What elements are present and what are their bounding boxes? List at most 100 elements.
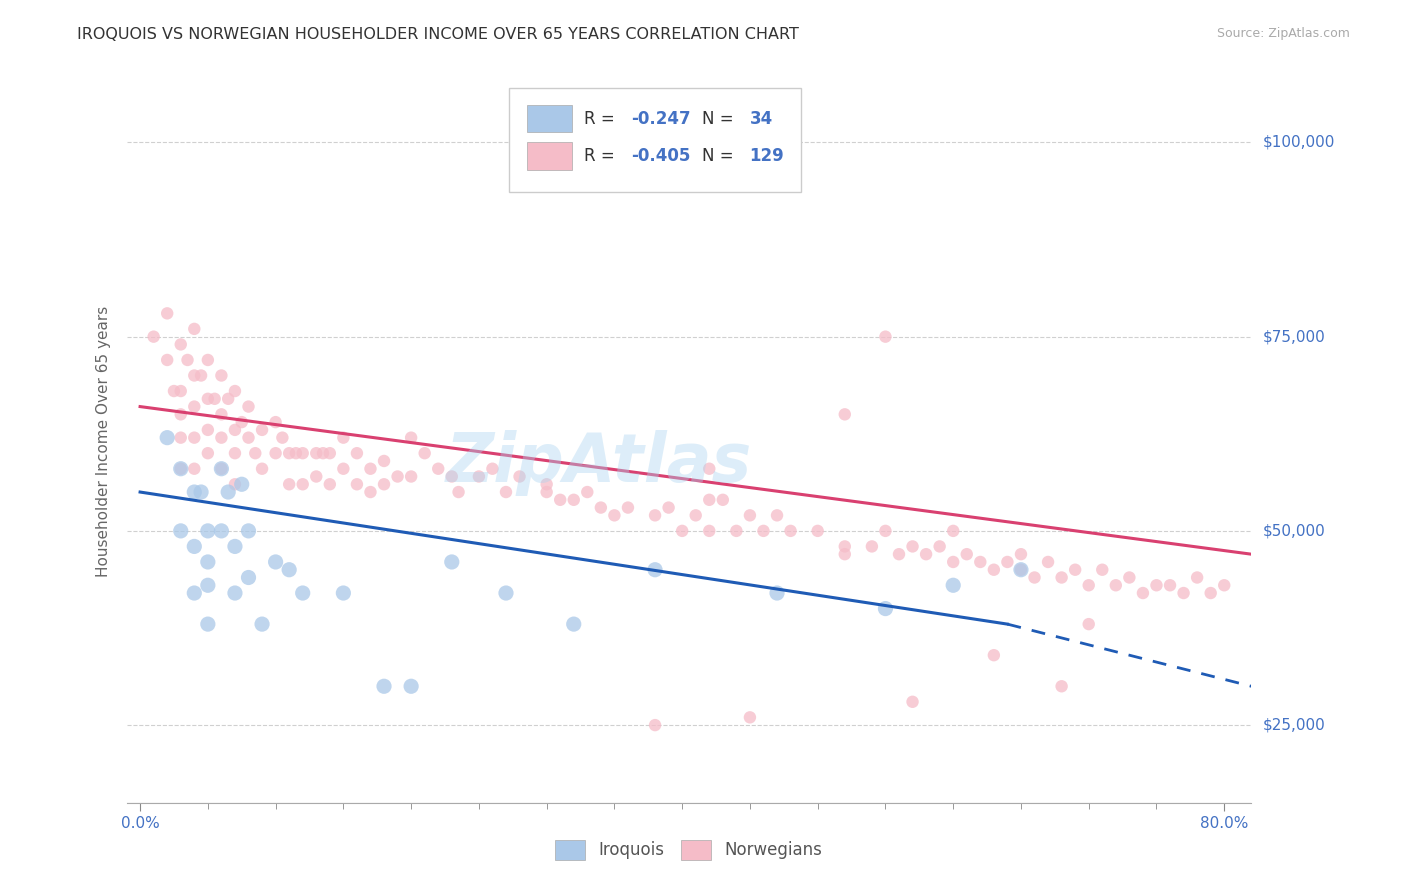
- Point: [271, 431, 294, 445]
- Point: [224, 384, 246, 398]
- Point: [197, 446, 219, 460]
- Point: [901, 540, 924, 554]
- Text: IROQUOIS VS NORWEGIAN HOUSEHOLDER INCOME OVER 65 YEARS CORRELATION CHART: IROQUOIS VS NORWEGIAN HOUSEHOLDER INCOME…: [77, 27, 799, 42]
- Point: [170, 524, 193, 538]
- Point: [373, 454, 395, 468]
- Point: [217, 485, 239, 500]
- Point: [250, 617, 273, 632]
- Point: [264, 415, 287, 429]
- Point: [156, 431, 179, 445]
- Point: [1199, 586, 1222, 600]
- Point: [183, 485, 205, 500]
- Point: [969, 555, 991, 569]
- Text: R =: R =: [585, 147, 620, 165]
- Point: [224, 423, 246, 437]
- Point: [197, 617, 219, 632]
- Point: [183, 461, 205, 475]
- Text: 129: 129: [749, 147, 785, 165]
- Point: [562, 617, 585, 632]
- Legend: Iroquois, Norwegians: Iroquois, Norwegians: [548, 833, 830, 867]
- Point: [197, 353, 219, 368]
- Point: [997, 555, 1019, 569]
- Point: [312, 446, 335, 460]
- Point: [1173, 586, 1195, 600]
- Point: [495, 586, 517, 600]
- Point: [209, 408, 232, 422]
- Point: [942, 578, 965, 592]
- Point: [644, 563, 666, 577]
- Point: [291, 586, 314, 600]
- Point: [238, 400, 260, 414]
- Point: [197, 555, 219, 569]
- Point: [1050, 570, 1073, 584]
- Point: [697, 461, 720, 475]
- Point: [209, 461, 232, 475]
- Point: [617, 500, 640, 515]
- Point: [197, 423, 219, 437]
- Text: N =: N =: [703, 110, 740, 128]
- Point: [834, 408, 856, 422]
- Point: [399, 469, 422, 483]
- Point: [209, 368, 232, 383]
- Point: [278, 446, 301, 460]
- Point: [440, 555, 463, 569]
- Point: [562, 492, 585, 507]
- Point: [887, 547, 910, 561]
- Point: [197, 578, 219, 592]
- Point: [142, 329, 165, 343]
- Point: [440, 469, 463, 483]
- Point: [413, 446, 436, 460]
- Point: [901, 695, 924, 709]
- Point: [264, 555, 287, 569]
- Point: [738, 710, 761, 724]
- Point: [387, 469, 409, 483]
- Point: [332, 586, 354, 600]
- Text: $75,000: $75,000: [1263, 329, 1326, 344]
- Point: [1118, 570, 1140, 584]
- Point: [183, 322, 205, 336]
- Point: [697, 492, 720, 507]
- Point: [399, 679, 422, 693]
- Text: 34: 34: [749, 110, 773, 128]
- Point: [224, 446, 246, 460]
- Point: [1105, 578, 1128, 592]
- Point: [834, 540, 856, 554]
- Point: [224, 586, 246, 600]
- Text: -0.405: -0.405: [631, 147, 690, 165]
- Point: [603, 508, 626, 523]
- Point: [204, 392, 226, 406]
- Point: [495, 485, 517, 500]
- Text: $100,000: $100,000: [1263, 135, 1334, 150]
- Point: [644, 508, 666, 523]
- Point: [875, 524, 897, 538]
- Text: N =: N =: [703, 147, 740, 165]
- Point: [231, 415, 253, 429]
- Point: [197, 524, 219, 538]
- Point: [183, 431, 205, 445]
- Point: [319, 477, 342, 491]
- Point: [373, 679, 395, 693]
- Point: [766, 508, 789, 523]
- Point: [942, 555, 965, 569]
- Point: [725, 524, 748, 538]
- Point: [209, 431, 232, 445]
- Point: [738, 508, 761, 523]
- Point: [305, 469, 328, 483]
- Text: $25,000: $25,000: [1263, 717, 1326, 732]
- Point: [291, 446, 314, 460]
- Point: [983, 648, 1005, 663]
- Point: [238, 524, 260, 538]
- Point: [509, 469, 531, 483]
- FancyBboxPatch shape: [527, 105, 572, 132]
- Point: [209, 461, 232, 475]
- Point: [1146, 578, 1168, 592]
- Point: [284, 446, 307, 460]
- Point: [1024, 570, 1046, 584]
- Point: [245, 446, 267, 460]
- Point: [217, 392, 239, 406]
- Text: -0.247: -0.247: [631, 110, 692, 128]
- Point: [1036, 555, 1059, 569]
- Text: ZipAtlas: ZipAtlas: [446, 430, 752, 496]
- Point: [1077, 578, 1099, 592]
- Point: [983, 563, 1005, 577]
